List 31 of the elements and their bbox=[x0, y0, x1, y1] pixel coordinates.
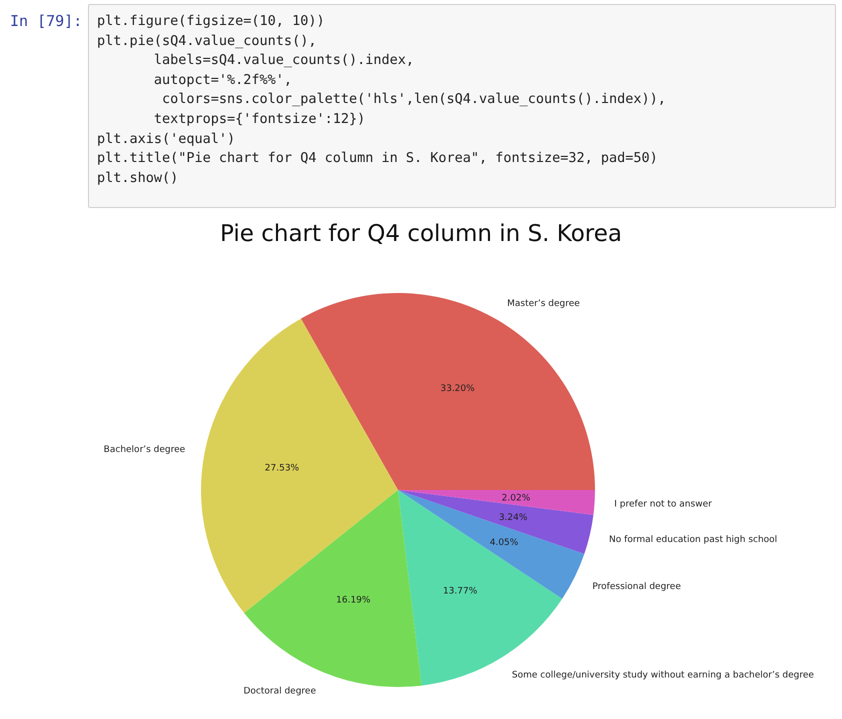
slice-label: No formal education past high school bbox=[609, 535, 778, 546]
pie-slice bbox=[398, 490, 594, 554]
text: plt.axis('equal') bbox=[97, 130, 236, 147]
pie-slice bbox=[300, 293, 595, 490]
data-label: 2.02% bbox=[502, 493, 531, 504]
text: In [79]: bbox=[10, 12, 82, 30]
slice-label: Bachelor’s degree bbox=[104, 444, 186, 455]
data-label: 3.24% bbox=[498, 512, 528, 523]
text: plt.show() bbox=[97, 170, 178, 186]
slice-label: Master’s degree bbox=[507, 298, 580, 309]
text: autopct='%.2f%%', bbox=[154, 72, 292, 88]
pie-slice bbox=[201, 318, 398, 613]
text: textprops={'fontsize':12}) bbox=[154, 110, 366, 127]
text: labels=sQ4.value_counts().index, bbox=[154, 52, 414, 68]
text: plt.title("Pie chart for Q4 column in S. Korea", fontsize=32, pad=50) bbox=[97, 150, 658, 166]
data-label: 13.77% bbox=[442, 586, 478, 597]
slice-label: Some college/university study without earning a bachelor’s degree bbox=[512, 670, 814, 680]
pie-slice bbox=[398, 490, 584, 599]
data-label: 27.53% bbox=[264, 464, 300, 474]
pie-slice bbox=[244, 490, 422, 687]
data-label: 16.19% bbox=[336, 595, 371, 606]
text: plt.pie(sQ4.value_counts(), bbox=[97, 32, 316, 49]
chart-title: Pie chart for Q4 column in S. Korea bbox=[220, 221, 622, 247]
slice-label: Professional degree bbox=[592, 582, 682, 592]
data-label: 4.05% bbox=[490, 538, 519, 548]
data-label: 33.20% bbox=[440, 384, 476, 394]
slice-label: Doctoral degree bbox=[243, 686, 316, 697]
slice-label: I prefer not to answer bbox=[614, 500, 712, 510]
pie-slice bbox=[398, 490, 595, 515]
text: colors=sns.color_palette('hls',len(sQ4.value_counts().index)), bbox=[162, 91, 666, 108]
text: plt.figure(figsize=(10, 10)) bbox=[97, 13, 325, 29]
